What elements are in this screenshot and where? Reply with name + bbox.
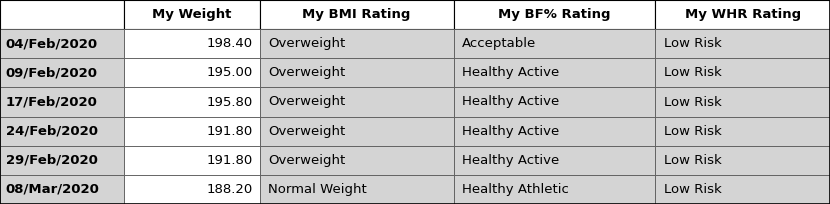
Text: Overweight: Overweight — [268, 37, 345, 50]
Bar — [454, 146, 656, 175]
Text: 09/Feb/2020: 09/Feb/2020 — [6, 66, 98, 79]
Text: 29/Feb/2020: 29/Feb/2020 — [6, 154, 98, 167]
Bar — [124, 88, 260, 116]
Text: 188.20: 188.20 — [207, 183, 253, 196]
Bar — [260, 29, 454, 58]
Bar — [454, 116, 656, 146]
Bar — [454, 0, 656, 29]
Bar — [656, 29, 830, 58]
Text: Acceptable: Acceptable — [462, 37, 536, 50]
Text: 04/Feb/2020: 04/Feb/2020 — [6, 37, 98, 50]
Bar — [454, 29, 656, 58]
Text: 08/Mar/2020: 08/Mar/2020 — [6, 183, 100, 196]
Text: Healthy Athletic: Healthy Athletic — [462, 183, 569, 196]
Text: 198.40: 198.40 — [207, 37, 253, 50]
Text: Low Risk: Low Risk — [664, 66, 721, 79]
Text: 195.80: 195.80 — [207, 95, 253, 109]
Bar — [454, 175, 656, 204]
Bar — [260, 88, 454, 116]
Text: 17/Feb/2020: 17/Feb/2020 — [6, 95, 98, 109]
Text: Low Risk: Low Risk — [664, 183, 721, 196]
Text: Healthy Active: Healthy Active — [462, 125, 559, 138]
Text: Overweight: Overweight — [268, 66, 345, 79]
Bar — [260, 175, 454, 204]
Bar — [454, 88, 656, 116]
Text: My Weight: My Weight — [152, 8, 232, 21]
Text: Healthy Active: Healthy Active — [462, 154, 559, 167]
Bar — [656, 0, 830, 29]
Bar — [454, 58, 656, 88]
Text: My BF% Rating: My BF% Rating — [498, 8, 611, 21]
Bar — [260, 146, 454, 175]
Bar — [656, 116, 830, 146]
Text: 191.80: 191.80 — [207, 154, 253, 167]
Bar — [656, 88, 830, 116]
Bar — [0, 29, 124, 58]
Bar — [124, 0, 260, 29]
Text: Low Risk: Low Risk — [664, 95, 721, 109]
Bar — [124, 175, 260, 204]
Text: Low Risk: Low Risk — [664, 37, 721, 50]
Bar — [656, 175, 830, 204]
Bar — [0, 88, 124, 116]
Bar — [124, 58, 260, 88]
Text: Overweight: Overweight — [268, 154, 345, 167]
Bar — [260, 116, 454, 146]
Bar — [656, 146, 830, 175]
Text: Normal Weight: Normal Weight — [268, 183, 367, 196]
Text: Healthy Active: Healthy Active — [462, 66, 559, 79]
Text: Low Risk: Low Risk — [664, 125, 721, 138]
Bar — [0, 58, 124, 88]
Bar — [0, 146, 124, 175]
Bar — [124, 29, 260, 58]
Bar — [0, 0, 124, 29]
Text: Low Risk: Low Risk — [664, 154, 721, 167]
Text: 24/Feb/2020: 24/Feb/2020 — [6, 125, 98, 138]
Text: My WHR Rating: My WHR Rating — [685, 8, 801, 21]
Bar — [656, 58, 830, 88]
Text: Healthy Active: Healthy Active — [462, 95, 559, 109]
Text: 195.00: 195.00 — [207, 66, 253, 79]
Bar — [0, 175, 124, 204]
Text: Overweight: Overweight — [268, 125, 345, 138]
Bar — [124, 146, 260, 175]
Text: My BMI Rating: My BMI Rating — [302, 8, 411, 21]
Bar — [260, 0, 454, 29]
Text: Overweight: Overweight — [268, 95, 345, 109]
Bar — [260, 58, 454, 88]
Text: 191.80: 191.80 — [207, 125, 253, 138]
Bar — [0, 116, 124, 146]
Bar — [124, 116, 260, 146]
